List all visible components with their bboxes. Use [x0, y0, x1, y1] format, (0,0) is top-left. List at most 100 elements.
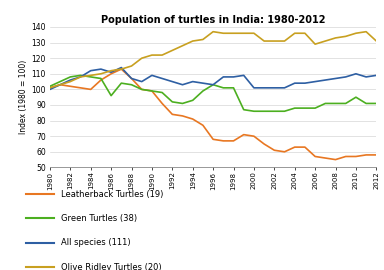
Leatherback Turtles (19) — [78, 86, 83, 89]
All species (111) — [109, 71, 113, 74]
Green Turtles (38) — [200, 89, 205, 93]
All species (111) — [292, 82, 297, 85]
All species (111) — [58, 83, 63, 86]
Green Turtles (38) — [364, 102, 368, 105]
Leatherback Turtles (19) — [200, 124, 205, 127]
Leatherback Turtles (19) — [323, 156, 328, 160]
Olive Ridley Turtles (20) — [119, 68, 124, 71]
Olive Ridley Turtles (20) — [303, 32, 307, 35]
Leatherback Turtles (19) — [48, 86, 52, 89]
Green Turtles (38) — [272, 110, 276, 113]
Leatherback Turtles (19) — [252, 134, 256, 138]
Olive Ridley Turtles (20) — [262, 39, 266, 43]
Leatherback Turtles (19) — [272, 148, 276, 152]
Leatherback Turtles (19) — [99, 78, 103, 82]
Leatherback Turtles (19) — [242, 133, 246, 136]
Leatherback Turtles (19) — [313, 155, 318, 158]
Leatherback Turtles (19) — [180, 114, 185, 117]
Olive Ridley Turtles (20) — [150, 53, 154, 57]
All species (111) — [200, 82, 205, 85]
Leatherback Turtles (19) — [262, 142, 266, 146]
Green Turtles (38) — [231, 86, 236, 89]
All species (111) — [231, 75, 236, 79]
Olive Ridley Turtles (20) — [200, 38, 205, 41]
Green Turtles (38) — [262, 110, 266, 113]
Olive Ridley Turtles (20) — [129, 64, 134, 68]
Leatherback Turtles (19) — [129, 77, 134, 80]
Green Turtles (38) — [150, 89, 154, 93]
Line: All species (111): All species (111) — [50, 68, 376, 89]
Olive Ridley Turtles (20) — [48, 86, 52, 89]
Olive Ridley Turtles (20) — [292, 32, 297, 35]
Green Turtles (38) — [58, 80, 63, 83]
Olive Ridley Turtles (20) — [211, 30, 215, 33]
All species (111) — [88, 69, 93, 72]
Olive Ridley Turtles (20) — [190, 39, 195, 43]
All species (111) — [180, 83, 185, 86]
All species (111) — [323, 78, 328, 82]
Green Turtles (38) — [48, 85, 52, 88]
All species (111) — [272, 86, 276, 89]
All species (111) — [139, 80, 144, 83]
Leatherback Turtles (19) — [354, 155, 358, 158]
Olive Ridley Turtles (20) — [354, 32, 358, 35]
Text: All species (111): All species (111) — [61, 238, 130, 247]
Green Turtles (38) — [78, 74, 83, 77]
Leatherback Turtles (19) — [303, 146, 307, 149]
Leatherback Turtles (19) — [282, 150, 287, 153]
Olive Ridley Turtles (20) — [109, 69, 113, 72]
Green Turtles (38) — [242, 108, 246, 111]
Y-axis label: Index (1980 = 100): Index (1980 = 100) — [20, 60, 28, 134]
Green Turtles (38) — [333, 102, 338, 105]
Leatherback Turtles (19) — [109, 72, 113, 75]
Green Turtles (38) — [343, 102, 348, 105]
Text: Olive Ridley Turtles (20): Olive Ridley Turtles (20) — [61, 263, 161, 270]
All species (111) — [170, 80, 175, 83]
Leatherback Turtles (19) — [170, 113, 175, 116]
All species (111) — [303, 82, 307, 85]
Olive Ridley Turtles (20) — [88, 74, 93, 77]
Olive Ridley Turtles (20) — [160, 53, 164, 57]
All species (111) — [190, 80, 195, 83]
Green Turtles (38) — [221, 86, 226, 89]
Green Turtles (38) — [313, 106, 318, 110]
Olive Ridley Turtles (20) — [333, 36, 338, 39]
Line: Olive Ridley Turtles (20): Olive Ridley Turtles (20) — [50, 32, 376, 88]
Leatherback Turtles (19) — [190, 117, 195, 121]
All species (111) — [333, 77, 338, 80]
Olive Ridley Turtles (20) — [242, 32, 246, 35]
Olive Ridley Turtles (20) — [313, 43, 318, 46]
Olive Ridley Turtles (20) — [272, 39, 276, 43]
Green Turtles (38) — [109, 94, 113, 97]
All species (111) — [78, 75, 83, 79]
Olive Ridley Turtles (20) — [343, 35, 348, 38]
All species (111) — [99, 68, 103, 71]
Green Turtles (38) — [323, 102, 328, 105]
Green Turtles (38) — [88, 75, 93, 79]
Leatherback Turtles (19) — [68, 85, 73, 88]
Leatherback Turtles (19) — [221, 139, 226, 143]
Green Turtles (38) — [282, 110, 287, 113]
Leatherback Turtles (19) — [364, 153, 368, 157]
All species (111) — [252, 86, 256, 89]
All species (111) — [221, 75, 226, 79]
All species (111) — [119, 66, 124, 69]
Leatherback Turtles (19) — [292, 146, 297, 149]
Olive Ridley Turtles (20) — [364, 30, 368, 33]
All species (111) — [282, 86, 287, 89]
All species (111) — [160, 77, 164, 80]
Green Turtles (38) — [99, 77, 103, 80]
Leatherback Turtles (19) — [150, 89, 154, 93]
Olive Ridley Turtles (20) — [170, 49, 175, 52]
Leatherback Turtles (19) — [58, 83, 63, 86]
Green Turtles (38) — [170, 100, 175, 103]
Olive Ridley Turtles (20) — [282, 39, 287, 43]
Olive Ridley Turtles (20) — [99, 72, 103, 75]
Olive Ridley Turtles (20) — [252, 32, 256, 35]
All species (111) — [150, 74, 154, 77]
Leatherback Turtles (19) — [211, 138, 215, 141]
All species (111) — [374, 74, 379, 77]
All species (111) — [364, 75, 368, 79]
Olive Ridley Turtles (20) — [374, 39, 379, 43]
Leatherback Turtles (19) — [139, 88, 144, 91]
